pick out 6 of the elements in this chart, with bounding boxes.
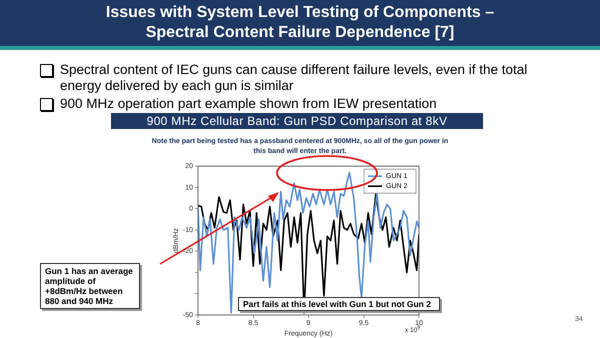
text: Gun 1 has an average amplitude of +8dBm/Hz between 880 and 940 MHz xyxy=(40,263,140,309)
chart-title: Issues with System Level Testing of Components – Spectral Content Failure Dependence [7] xyxy=(104,3,496,43)
chart-subtitle: 900 MHz Cellular Band: Gun PSD Comparison at 8kV xyxy=(111,113,483,129)
annotation: Part fails at this level with Gun 1 but not Gun 2 xyxy=(238,297,440,311)
text: 900 MHz operation part example shown from IEW presentation xyxy=(60,96,437,111)
text: Spectral content of IEC guns can cause different failure levels, even if the total energy delivered by each gun is similar xyxy=(60,62,528,93)
